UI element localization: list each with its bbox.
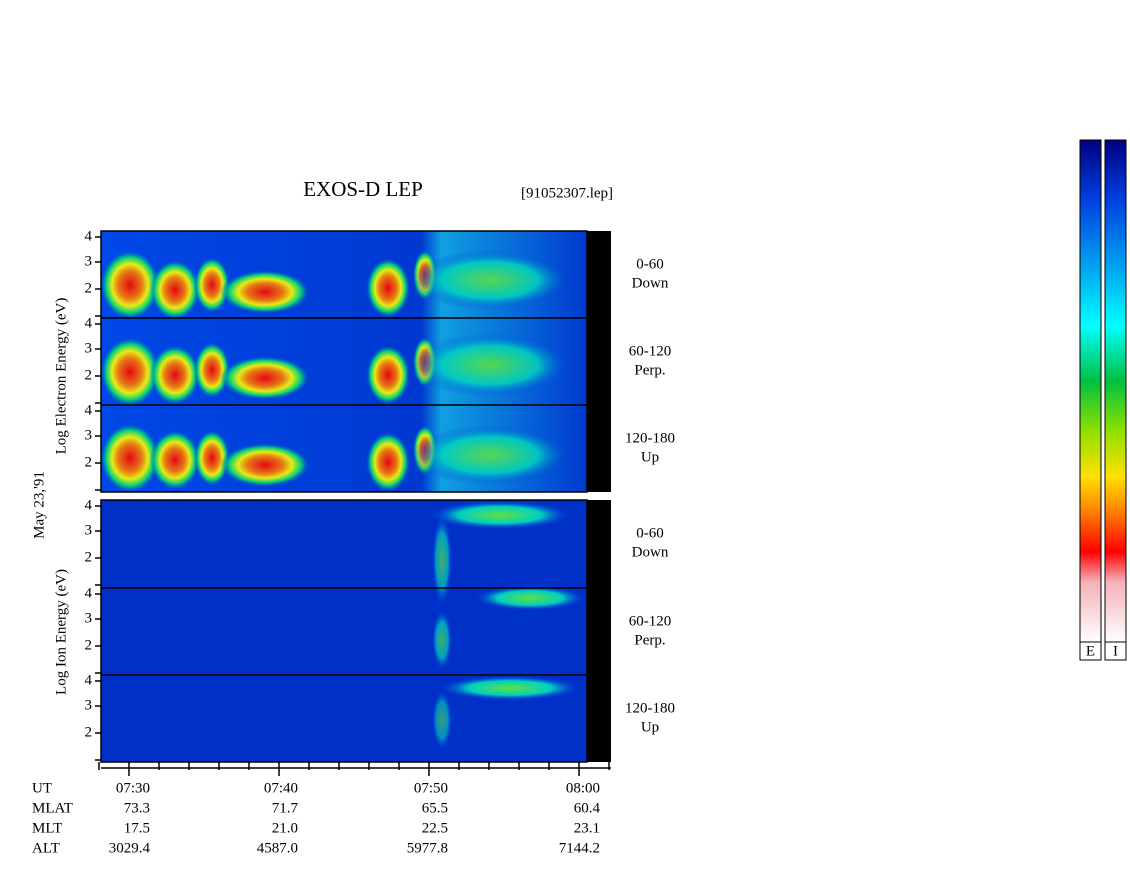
- table-cell: 5977.8: [407, 840, 448, 856]
- table-cell: 08:00: [566, 780, 600, 796]
- panel-direction: Perp.: [634, 632, 665, 648]
- panel-angle: 60-120: [629, 613, 672, 629]
- table-cell: 22.5: [422, 820, 448, 836]
- panel-angle: 120-180: [625, 700, 675, 716]
- y-tick-label: 4: [85, 315, 93, 331]
- y-tick-label: 3: [85, 697, 93, 713]
- table-cell: 73.3: [124, 800, 150, 816]
- table-cell: 7144.2: [559, 840, 600, 856]
- panel-angle: 60-120: [629, 343, 672, 359]
- y-tick-label: 2: [85, 637, 93, 653]
- y-tick-label: 4: [85, 228, 93, 244]
- table-cell: 07:30: [116, 780, 150, 796]
- y-tick-label: 4: [85, 497, 93, 513]
- y-tick-label: 2: [85, 549, 93, 565]
- ion-y-label: Log Ion Energy (eV): [53, 569, 69, 695]
- y-tick-label: 4: [85, 672, 93, 688]
- row-label: UT: [32, 780, 52, 796]
- y-tick-label: 2: [85, 280, 93, 296]
- table-cell: 17.5: [124, 820, 150, 836]
- colorbar-label: I: [1113, 643, 1118, 659]
- table-cell: 60.4: [574, 800, 601, 816]
- y-tick-label: 2: [85, 454, 93, 470]
- file-name: [91052307.lep]: [521, 185, 613, 201]
- y-tick-label: 4: [85, 402, 93, 418]
- table-cell: 23.1: [574, 820, 600, 836]
- y-tick-label: 4: [85, 585, 93, 601]
- colorbars: E I: [1079, 139, 1127, 661]
- y-tick-label: 3: [85, 610, 93, 626]
- y-tick-label: 2: [85, 724, 93, 740]
- panel-direction: Perp.: [634, 362, 665, 378]
- y-tick-label: 3: [85, 340, 93, 356]
- electron-y-label: Log Electron Energy (eV): [53, 298, 69, 455]
- table-cell: 3029.4: [109, 840, 151, 856]
- panel-direction: Up: [641, 719, 659, 735]
- y-tick-label: 2: [85, 367, 93, 383]
- row-label: ALT: [32, 840, 60, 856]
- y-tick-label: 3: [85, 427, 93, 443]
- ion-spectrogram: [101, 500, 611, 762]
- title: EXOS-D LEP: [303, 177, 423, 201]
- row-label: MLAT: [32, 800, 73, 816]
- colorbar-label: E: [1086, 643, 1095, 659]
- panel-direction: Down: [632, 544, 669, 560]
- row-label: MLT: [32, 820, 62, 836]
- y-tick-label: 3: [85, 253, 93, 269]
- date-label: May 23,'91: [31, 471, 47, 539]
- table-cell: 07:40: [264, 780, 298, 796]
- electron-spectrogram: [100, 231, 611, 493]
- y-tick-label: 3: [85, 522, 93, 538]
- panel-frames: [100, 230, 588, 763]
- table-cell: 07:50: [414, 780, 448, 796]
- panel-direction: Up: [641, 449, 659, 465]
- table-cell: 71.7: [272, 800, 299, 816]
- panel-direction: Down: [632, 275, 669, 291]
- panel-angle: 0-60: [636, 256, 664, 272]
- table-cell: 65.5: [422, 800, 448, 816]
- panel-angle: 120-180: [625, 430, 675, 446]
- table-cell: 21.0: [272, 820, 298, 836]
- panel-angle: 0-60: [636, 525, 664, 541]
- table-cell: 4587.0: [257, 840, 298, 856]
